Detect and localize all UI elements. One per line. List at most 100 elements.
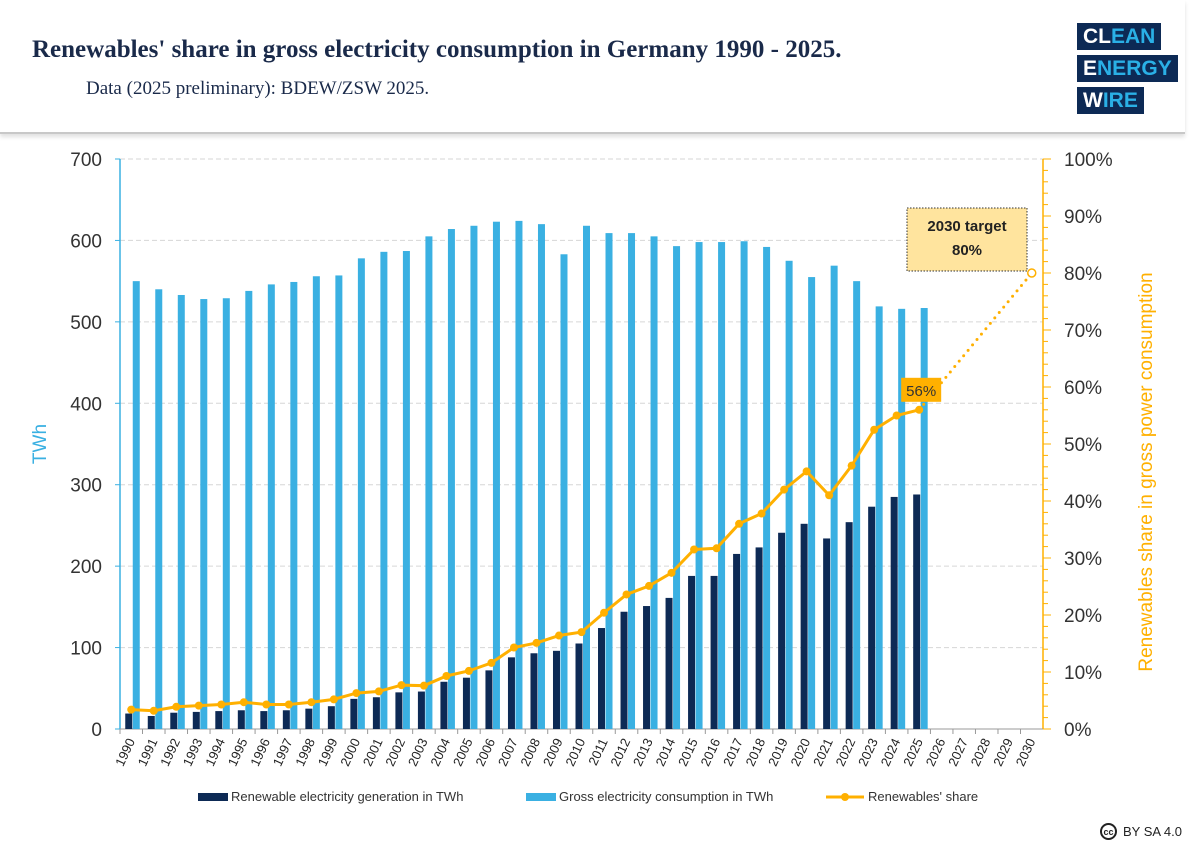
gross-consumption-bar	[808, 277, 816, 729]
share-point	[217, 700, 226, 709]
renewable-generation-bar	[372, 697, 380, 729]
license: cc BY SA 4.0	[1099, 823, 1182, 840]
renewable-generation-bar	[327, 706, 335, 729]
x-tick-label: 1998	[292, 736, 318, 769]
legend-swatch-gross	[526, 793, 556, 801]
x-tick-label: 1991	[135, 736, 161, 769]
gross-consumption-bar	[898, 308, 906, 729]
renewable-generation-bar	[170, 712, 178, 729]
gross-consumption-bar	[920, 308, 928, 729]
share-point	[509, 643, 518, 652]
renewable-generation-bar	[800, 523, 808, 729]
x-tick-label: 2008	[517, 736, 543, 769]
renewable-generation-bar	[282, 710, 290, 729]
right-tick-label: 0%	[1064, 720, 1092, 741]
share-point	[419, 681, 428, 690]
x-tick-label: 1999	[315, 736, 341, 769]
renewable-generation-bar	[395, 692, 403, 729]
x-tick-label: 2015	[675, 736, 701, 769]
legend-swatch-renewable	[198, 793, 228, 801]
gross-consumption-bar	[177, 294, 185, 729]
x-tick-label: 2029	[990, 736, 1016, 769]
renewable-generation-bar	[665, 597, 673, 729]
x-tick-label: 2005	[450, 736, 476, 769]
gross-consumption-bar	[695, 242, 703, 730]
x-tick-label: 2025	[900, 736, 926, 769]
share-point	[397, 681, 406, 690]
gross-consumption-bar	[200, 299, 208, 729]
x-tick-label: 2009	[540, 736, 566, 769]
renewable-generation-bar	[688, 575, 696, 729]
gross-consumption-bar	[785, 260, 793, 729]
license-text: BY SA 4.0	[1122, 824, 1182, 839]
x-tick-label: 2019	[765, 736, 791, 769]
right-axis-label: Renewables share in gross power consumpt…	[1136, 272, 1157, 671]
right-tick-label: 60%	[1064, 378, 1102, 399]
gross-consumption-bar	[335, 275, 343, 729]
renewable-generation-bar	[643, 606, 651, 729]
x-tick-label: 2017	[720, 736, 746, 769]
renewable-generation-bar	[507, 657, 515, 729]
x-tick-label: 2016	[697, 736, 723, 769]
share-point	[464, 666, 473, 675]
left-tick-label: 0	[91, 720, 102, 741]
share-point	[645, 581, 654, 590]
gross-consumption-bar	[470, 225, 478, 729]
x-tick-label: 1995	[225, 736, 251, 769]
renewable-generation-bar	[778, 532, 786, 729]
x-tick-label: 2014	[652, 736, 678, 769]
legend-label-share: Renewables' share	[868, 789, 978, 804]
renewable-generation-bar	[913, 494, 921, 729]
gross-consumption-bar	[492, 221, 500, 729]
right-tick-label: 10%	[1064, 663, 1102, 684]
latest-share-label: 56%	[906, 383, 936, 400]
renewable-generation-bar	[417, 691, 425, 729]
share-point	[735, 519, 744, 528]
share-point	[352, 689, 361, 698]
right-tick-label: 20%	[1064, 606, 1102, 627]
renewable-generation-bar	[192, 711, 200, 729]
left-tick-label: 500	[70, 313, 102, 334]
gross-consumption-bar	[537, 224, 545, 729]
left-tick-label: 100	[70, 639, 102, 660]
left-tick-label: 400	[70, 394, 102, 415]
renewable-generation-bar	[733, 553, 741, 729]
share-point	[622, 590, 631, 599]
target-label-line1: 2030 target	[927, 218, 1006, 235]
x-tick-label: 1993	[180, 736, 206, 769]
gross-consumption-bar	[763, 246, 771, 729]
renewable-generation-bar	[868, 506, 876, 729]
chart-subtitle: Data (2025 preliminary): BDEW/ZSW 2025.	[86, 78, 430, 99]
gross-consumption-bar	[357, 258, 365, 729]
gross-consumption-bar	[132, 281, 140, 729]
renewable-generation-bar	[147, 715, 155, 729]
right-tick-label: 30%	[1064, 549, 1102, 570]
renewable-generation-bar	[620, 611, 628, 729]
legend-marker-share	[841, 793, 849, 801]
share-point	[307, 698, 316, 707]
share-point	[284, 700, 293, 709]
x-tick-label: 2022	[833, 736, 859, 769]
renewable-generation-bar	[890, 496, 898, 729]
legend-label-renewable: Renewable electricity generation in TWh	[231, 789, 463, 804]
left-axis-label: TWh	[30, 424, 51, 464]
x-tick-label: 2024	[878, 736, 904, 769]
gross-consumption-bar	[628, 233, 636, 729]
x-tick-label: 1990	[112, 736, 138, 769]
share-point	[600, 608, 609, 617]
gross-consumption-bar	[853, 281, 861, 729]
left-tick-label: 300	[70, 476, 102, 497]
cc-icon: cc	[1099, 823, 1117, 840]
share-point	[870, 425, 879, 434]
target-point	[1026, 268, 1037, 278]
chart-title: Renewables' share in gross electricity c…	[32, 36, 842, 63]
share-point	[892, 411, 901, 420]
gross-consumption-bar	[515, 220, 523, 729]
x-tick-label: 2027	[945, 736, 971, 769]
renewable-generation-bar	[845, 522, 853, 729]
gross-consumption-bar	[425, 236, 433, 729]
renewable-generation-bar	[575, 643, 583, 729]
renewable-generation-bar	[598, 628, 606, 729]
gross-consumption-bar	[560, 254, 568, 729]
renewable-generation-bar	[215, 711, 223, 729]
